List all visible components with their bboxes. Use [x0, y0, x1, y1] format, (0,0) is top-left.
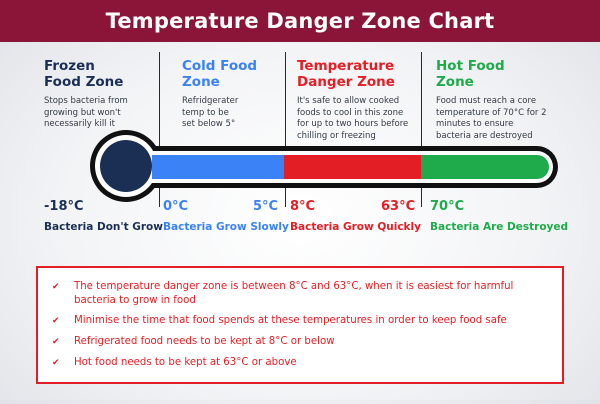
temp-cold-low: 0°C	[163, 199, 189, 214]
zone-divider	[159, 52, 160, 207]
zone-title-line: Hot Food	[436, 58, 505, 74]
desc-line: for up to two hours before	[297, 119, 409, 129]
segment-danger	[284, 155, 421, 179]
desc-line: temperature of 70°C for 2	[436, 107, 547, 118]
desc-line: Stops bacteria from	[44, 96, 128, 106]
zone-title: Frozen Food Zone	[44, 58, 154, 90]
check-icon: ✔	[52, 358, 60, 368]
info-text: Hot food needs to be kept at 63°C or abo…	[74, 357, 297, 368]
check-icon: ✔	[52, 337, 60, 347]
info-item: ✔ The temperature danger zone is between…	[52, 280, 548, 307]
label-frozen: Bacteria Don't Grow	[44, 221, 163, 233]
desc-line: It's safe to allow cooked	[297, 96, 400, 106]
thermometer-tube-inner	[117, 151, 553, 183]
zone-title-line: Temperature	[297, 58, 395, 74]
zone-divider	[421, 52, 422, 207]
zone-description: Refridgerater temp to be set below 5°	[182, 96, 282, 131]
label-cold: Bacteria Grow Slowly	[163, 221, 289, 233]
thermometer-bulb-fill	[100, 140, 152, 192]
check-icon: ✔	[52, 282, 60, 292]
info-text: The temperature danger zone is between 8…	[74, 281, 514, 306]
zone-title: Hot Food Zone	[436, 58, 576, 90]
thermometer-bulb-inner	[95, 135, 157, 197]
temp-danger-high: 63°C	[381, 199, 416, 214]
desc-line: foods to cool in this zone	[297, 107, 404, 118]
info-text: Minimise the time that food spends at th…	[74, 315, 507, 326]
zone-title: Temperature Danger Zone	[297, 58, 419, 90]
info-box: ✔ The temperature danger zone is between…	[36, 266, 564, 384]
label-hot: Bacteria Are Destroyed	[430, 221, 569, 233]
desc-line: Food must reach a core	[436, 96, 537, 106]
info-text: Refrigerated food needs to be kept at 8°…	[74, 336, 335, 347]
segment-hot	[421, 155, 549, 179]
desc-line: chilling or freezing	[297, 130, 376, 141]
desc-line: Refridgerater	[182, 96, 239, 106]
zone-title: Cold Food Zone	[182, 58, 282, 90]
header-banner: Temperature Danger Zone Chart	[0, 0, 600, 42]
thermometer-bulb-outline	[90, 130, 162, 202]
info-item: ✔ Hot food needs to be kept at 63°C or a…	[52, 356, 548, 370]
label-danger: Bacteria Grow Quickly	[290, 221, 421, 233]
zone-title-line: Food Zone	[44, 74, 124, 90]
zone-hot: Hot Food Zone Food must reach a core tem…	[436, 58, 576, 142]
segment-cold	[152, 155, 284, 179]
zone-description: It's safe to allow cooked foods to cool …	[297, 96, 419, 142]
temp-danger-low: 8°C	[290, 199, 316, 214]
zone-title-line: Frozen	[44, 58, 95, 74]
desc-line: set below 5°	[182, 119, 236, 129]
zone-description: Stops bacteria from growing but won't ne…	[44, 96, 154, 131]
check-icon: ✔	[52, 316, 60, 326]
zone-divider	[285, 52, 286, 207]
zone-title-line: Zone	[182, 74, 220, 90]
zone-cold: Cold Food Zone Refridgerater temp to be …	[182, 58, 282, 131]
info-item: ✔ Refrigerated food needs to be kept at …	[52, 335, 548, 349]
desc-line: bacteria are destroyed	[436, 130, 533, 141]
desc-line: necessarily kill it	[44, 119, 115, 129]
zone-frozen: Frozen Food Zone Stops bacteria from gro…	[44, 58, 154, 131]
thermometer-tube-outline	[110, 146, 558, 188]
desc-line: growing but won't	[44, 107, 121, 118]
zone-description: Food must reach a core temperature of 70…	[436, 96, 576, 142]
zone-danger: Temperature Danger Zone It's safe to all…	[297, 58, 419, 142]
info-item: ✔ Minimise the time that food spends at …	[52, 314, 548, 328]
desc-line: temp to be	[182, 107, 229, 118]
temp-hot: 70°C	[430, 199, 465, 214]
page-title: Temperature Danger Zone Chart	[105, 9, 495, 33]
desc-line: minutes to ensure	[436, 119, 514, 129]
temp-cold-high: 5°C	[253, 199, 279, 214]
zone-title-line: Cold Food	[182, 58, 258, 74]
temp-frozen: -18°C	[44, 199, 84, 214]
zone-title-line: Danger Zone	[297, 74, 395, 90]
zone-title-line: Zone	[436, 74, 474, 90]
